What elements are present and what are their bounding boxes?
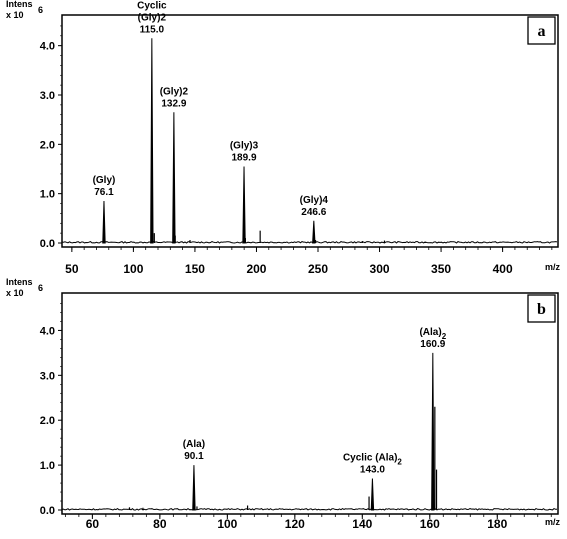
panel-a-peak-label: 246.6 xyxy=(301,207,326,218)
panel-b-x-tick-label: 180 xyxy=(487,517,507,531)
panel-b-baseline-trace xyxy=(61,507,557,511)
panel-b-y-tick-label: 4.0 xyxy=(40,325,55,337)
panel-b-peak-mz-143 xyxy=(370,478,375,511)
panel-b-x-tick-label: 120 xyxy=(285,517,305,531)
panel-b-y-scale-label: x 10 xyxy=(6,288,24,298)
panel-b-peak-mz-90.1 xyxy=(192,465,196,511)
panel-b-x-tick-label: 60 xyxy=(86,517,100,531)
panel-a-peak-label: Cyclic xyxy=(137,0,167,11)
panel-a-y-scale-label: x 10 xyxy=(6,10,24,20)
panel-a-plot-frame xyxy=(61,14,559,248)
panel-a-peak-mz-132.9 xyxy=(172,112,176,244)
panel-b-y-tick-label: 0.0 xyxy=(40,505,55,517)
panel-a-y-axis-label: Intens xyxy=(6,0,33,9)
panel-a-peak-mz-76.1 xyxy=(102,201,106,244)
panel-b-peak-label: (Ala) xyxy=(183,439,205,450)
panel-a-peak-label: (Gly) xyxy=(93,175,116,186)
panel-a-panel-letter: a xyxy=(538,23,546,40)
panel-a-y-tick-label: 1.0 xyxy=(40,189,55,201)
panel-b-peak-label: 160.9 xyxy=(420,339,445,350)
panel-b-y-axis-label: Intens xyxy=(6,277,33,287)
panel-b-panel-letter-box xyxy=(527,294,556,323)
panel-a-x-tick-label: 150 xyxy=(185,262,205,276)
panel-b-peak-label: 90.1 xyxy=(184,451,204,462)
panel-b-x-tick-label: 140 xyxy=(352,517,372,531)
panel-a-peak-label: 189.9 xyxy=(232,153,257,164)
panel-a-peak-label: 132.9 xyxy=(161,98,186,109)
panel-a-peak-mz-189.9 xyxy=(242,166,246,244)
panel-b-y-tick-label: 3.0 xyxy=(40,370,55,382)
panel-b-peak-mz-160.9 xyxy=(431,352,435,511)
panel-b-x-axis-label: m/z xyxy=(545,517,561,527)
panel-a-y-scale-exponent: 6 xyxy=(38,5,43,15)
panel-b-peak-label: Cyclic (Ala)2 xyxy=(343,453,402,467)
panel-a-peak-label: 76.1 xyxy=(94,187,114,198)
panel-b-y-scale-exponent: 6 xyxy=(38,283,43,293)
panel-b-panel-letter: b xyxy=(537,301,546,318)
panel-a-x-tick-label: 350 xyxy=(431,262,451,276)
panel-a-x-tick-label: 200 xyxy=(246,262,266,276)
panel-b-x-tick-label: 100 xyxy=(217,517,237,531)
panel-a-y-tick-label: 3.0 xyxy=(40,90,55,102)
panel-b-x-tick-label: 160 xyxy=(420,517,440,531)
panel-a-peak-label: (Gly)3 xyxy=(230,141,259,152)
panel-a-peak-label: (Gly)4 xyxy=(300,195,329,206)
panel-a-y-tick-label: 2.0 xyxy=(40,139,55,151)
panel-a-baseline-trace xyxy=(61,241,558,244)
panel-a-x-tick-label: 250 xyxy=(308,262,328,276)
panel-a-peak-label: (Gly)2 xyxy=(160,86,189,97)
panel-a-peak-label: (Gly)2 xyxy=(138,12,167,23)
panel-b-x-tick-label: 80 xyxy=(153,517,167,531)
panel-b-peak-label: 143.0 xyxy=(360,465,385,476)
panel-a-peak-label: 115.0 xyxy=(140,24,165,35)
panel-a-x-tick-label: 400 xyxy=(493,262,513,276)
panel-a-panel-letter-box xyxy=(527,16,556,45)
panel-a-x-axis-label: m/z xyxy=(545,262,561,272)
panel-a-x-tick-label: 100 xyxy=(123,262,143,276)
panel-a-y-tick-label: 4.0 xyxy=(40,41,55,53)
panel-a-x-tick-label: 300 xyxy=(370,262,390,276)
panel-b-y-tick-label: 1.0 xyxy=(40,460,55,472)
panel-b-plot-frame xyxy=(61,292,559,515)
panel-b-y-tick-label: 2.0 xyxy=(40,415,55,427)
panel-a-x-tick-label: 50 xyxy=(65,262,79,276)
panel-b-peak-label: (Ala)2 xyxy=(419,327,446,341)
panel-a-peak-mz-246.6 xyxy=(312,220,316,244)
panel-a-peak-mz-115 xyxy=(150,38,154,244)
panel-a-y-tick-label: 0.0 xyxy=(40,238,55,250)
